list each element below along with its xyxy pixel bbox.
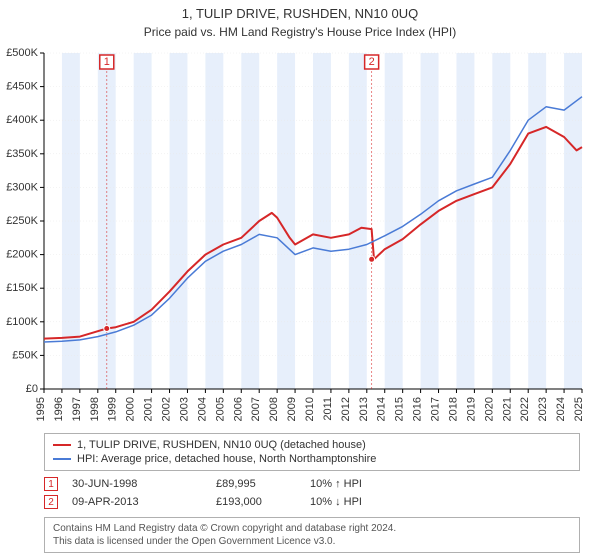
svg-text:2002: 2002 bbox=[161, 397, 173, 421]
svg-text:2: 2 bbox=[369, 56, 375, 68]
svg-text:£400K: £400K bbox=[6, 114, 38, 126]
svg-text:2024: 2024 bbox=[555, 397, 567, 421]
svg-text:2011: 2011 bbox=[322, 397, 334, 421]
transaction-price: £193,000 bbox=[216, 496, 306, 508]
svg-text:1996: 1996 bbox=[53, 397, 65, 421]
transaction-price: £89,995 bbox=[216, 478, 306, 490]
svg-text:£0: £0 bbox=[26, 383, 38, 395]
svg-text:2013: 2013 bbox=[358, 397, 370, 421]
svg-text:2022: 2022 bbox=[519, 397, 531, 421]
svg-text:2007: 2007 bbox=[250, 397, 262, 421]
svg-text:£100K: £100K bbox=[6, 316, 38, 328]
svg-text:1998: 1998 bbox=[89, 397, 101, 421]
svg-text:2004: 2004 bbox=[196, 397, 208, 421]
svg-text:2021: 2021 bbox=[501, 397, 513, 421]
svg-text:2010: 2010 bbox=[304, 397, 316, 421]
svg-text:2019: 2019 bbox=[465, 397, 477, 421]
svg-text:2009: 2009 bbox=[286, 397, 298, 421]
svg-text:1997: 1997 bbox=[71, 397, 83, 421]
transaction-marker-number: 2 bbox=[48, 497, 54, 508]
svg-text:2020: 2020 bbox=[483, 397, 495, 421]
svg-text:£500K: £500K bbox=[6, 47, 38, 59]
svg-text:£50K: £50K bbox=[12, 349, 38, 361]
svg-text:2023: 2023 bbox=[537, 397, 549, 421]
footer-line: This data is licensed under the Open Gov… bbox=[53, 535, 571, 548]
legend-item: HPI: Average price, detached house, Nort… bbox=[53, 452, 571, 466]
transaction-date: 09-APR-2013 bbox=[72, 496, 212, 508]
svg-text:2008: 2008 bbox=[268, 397, 280, 421]
svg-text:1999: 1999 bbox=[107, 397, 119, 421]
price-chart: £0 £50K £100K £150K £200K £250K £300K £350K £400… bbox=[0, 47, 600, 427]
transaction-marker: 2 bbox=[44, 495, 58, 509]
legend-box: 1, TULIP DRIVE, RUSHDEN, NN10 0UQ (detac… bbox=[44, 433, 580, 471]
chart-canvas: £0 £50K £100K £150K £200K £250K £300K £350K £400… bbox=[0, 47, 600, 427]
legend-swatch bbox=[53, 444, 71, 446]
transaction-date: 30-JUN-1998 bbox=[72, 478, 212, 490]
svg-text:£150K: £150K bbox=[6, 282, 38, 294]
legend-label: HPI: Average price, detached house, Nort… bbox=[77, 453, 376, 465]
svg-text:£250K: £250K bbox=[6, 215, 38, 227]
svg-text:2003: 2003 bbox=[178, 397, 190, 421]
svg-text:2015: 2015 bbox=[394, 397, 406, 421]
svg-text:2014: 2014 bbox=[376, 397, 388, 421]
legend-swatch bbox=[53, 458, 71, 460]
svg-text:2006: 2006 bbox=[232, 397, 244, 421]
svg-text:2025: 2025 bbox=[573, 397, 585, 421]
transaction-row: 1 30-JUN-1998 £89,995 10% ↑ HPI bbox=[44, 475, 580, 493]
transaction-marker-number: 1 bbox=[48, 479, 54, 490]
svg-text:2017: 2017 bbox=[430, 397, 442, 421]
svg-text:1: 1 bbox=[104, 56, 110, 68]
svg-text:2018: 2018 bbox=[447, 397, 459, 421]
svg-text:2000: 2000 bbox=[125, 397, 137, 421]
svg-text:£450K: £450K bbox=[6, 81, 38, 93]
transaction-row: 2 09-APR-2013 £193,000 10% ↓ HPI bbox=[44, 493, 580, 511]
svg-text:2012: 2012 bbox=[340, 397, 352, 421]
svg-text:£350K: £350K bbox=[6, 148, 38, 160]
transaction-pct: 10% ↑ HPI bbox=[310, 478, 410, 490]
legend-item: 1, TULIP DRIVE, RUSHDEN, NN10 0UQ (detac… bbox=[53, 438, 571, 452]
svg-text:2001: 2001 bbox=[143, 397, 155, 421]
svg-text:£300K: £300K bbox=[6, 181, 38, 193]
svg-text:£200K: £200K bbox=[6, 249, 38, 261]
transactions-list: 1 30-JUN-1998 £89,995 10% ↑ HPI 2 09-APR… bbox=[44, 475, 580, 511]
svg-text:2016: 2016 bbox=[412, 397, 424, 421]
legend-label: 1, TULIP DRIVE, RUSHDEN, NN10 0UQ (detac… bbox=[77, 439, 366, 451]
page-subtitle: Price paid vs. HM Land Registry's House … bbox=[0, 21, 600, 47]
transaction-marker: 1 bbox=[44, 477, 58, 491]
footer-line: Contains HM Land Registry data © Crown c… bbox=[53, 522, 571, 535]
footer-box: Contains HM Land Registry data © Crown c… bbox=[44, 517, 580, 553]
transaction-pct: 10% ↓ HPI bbox=[310, 496, 410, 508]
page-title: 1, TULIP DRIVE, RUSHDEN, NN10 0UQ bbox=[0, 0, 600, 21]
svg-text:1995: 1995 bbox=[35, 397, 47, 421]
svg-text:2005: 2005 bbox=[214, 397, 226, 421]
